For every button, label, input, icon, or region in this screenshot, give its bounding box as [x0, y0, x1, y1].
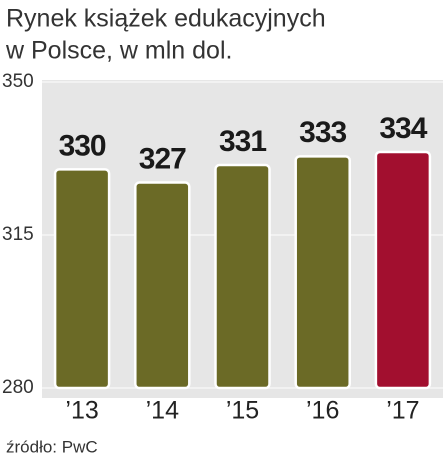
x-tick-label: ’16 — [306, 397, 339, 425]
bar — [294, 155, 351, 390]
y-tick-label: 280 — [2, 377, 34, 398]
chart-title: w Polsce, w mln dol. — [5, 37, 232, 65]
x-tick-label: ’15 — [226, 397, 259, 425]
x-tick-label: ’13 — [65, 397, 98, 425]
bar — [374, 150, 432, 390]
bar — [134, 181, 191, 390]
bar — [214, 163, 271, 390]
value-label: 333 — [299, 116, 346, 149]
value-label: 327 — [139, 142, 186, 175]
y-tick-label: 315 — [2, 224, 34, 245]
value-label: 330 — [59, 129, 106, 162]
y-tick-label: 350 — [2, 71, 34, 92]
value-label: 331 — [219, 125, 266, 158]
value-label: 334 — [379, 112, 427, 145]
bar — [53, 168, 111, 390]
x-tick-label: ’14 — [146, 397, 179, 425]
source: źródło: PwC — [6, 437, 98, 456]
chart-title: Rynek książek edukacyjnych — [6, 5, 326, 33]
x-tick-label: ’17 — [386, 397, 419, 425]
